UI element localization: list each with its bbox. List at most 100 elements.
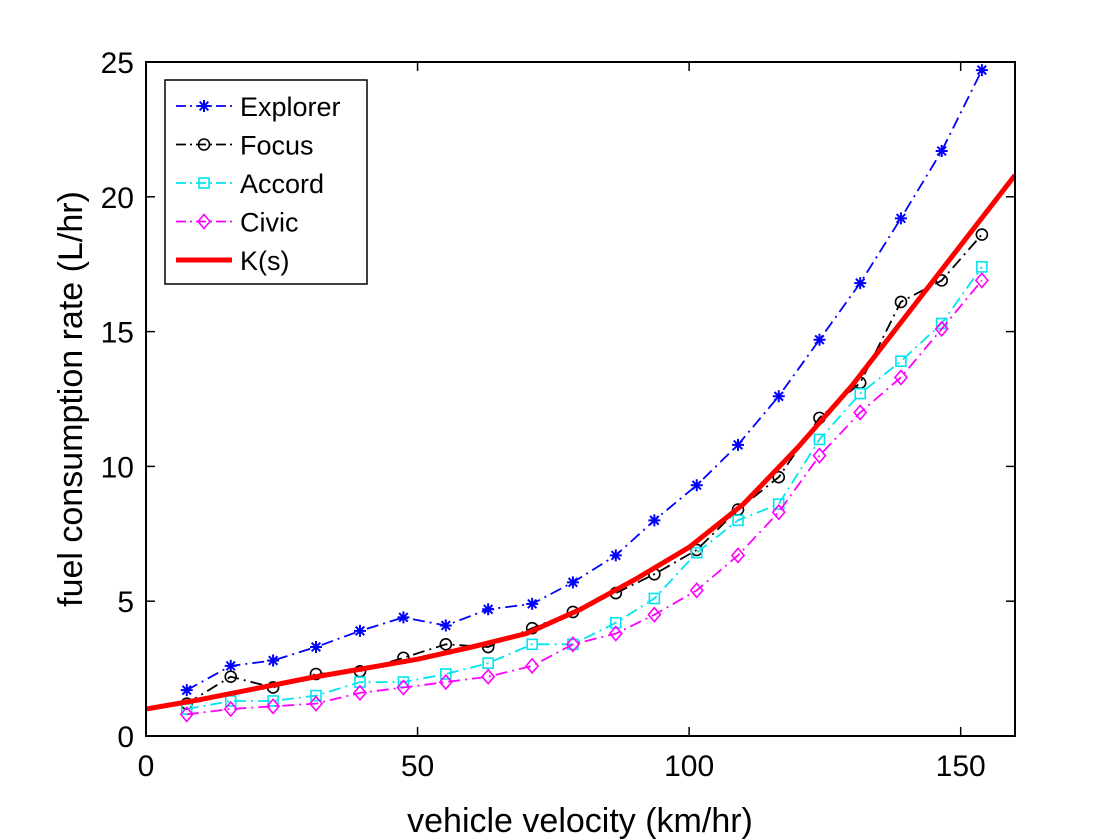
data-point [854, 277, 867, 290]
data-point [224, 670, 238, 683]
legend-item-civic: Civic [176, 208, 299, 238]
data-point [772, 470, 786, 484]
data-point [934, 320, 949, 338]
data-point [223, 700, 238, 718]
y-tick-label: 0 [117, 721, 134, 754]
legend-marker-shape [198, 100, 210, 112]
data-point-shape [648, 514, 661, 527]
data-point [690, 546, 703, 559]
legend-item-focus: Focus [176, 131, 314, 161]
y-tick-label: 10 [101, 451, 134, 484]
data-point [396, 679, 411, 696]
series-civic [179, 272, 989, 723]
data-point-shape [224, 659, 237, 672]
data-point [267, 654, 280, 667]
data-point [397, 611, 410, 624]
data-point [180, 684, 193, 697]
y-axis-title: fuel consumption rate (L/hr) [52, 191, 90, 607]
data-point [732, 438, 745, 451]
data-point [894, 212, 907, 225]
data-point [526, 638, 538, 651]
data-point [893, 369, 908, 386]
data-point [440, 668, 452, 680]
data-point [525, 657, 540, 675]
data-point [813, 433, 826, 446]
data-point [566, 576, 579, 589]
data-point [853, 404, 868, 421]
legend-label: Civic [240, 208, 299, 238]
data-point-shape [854, 277, 867, 290]
series-line [186, 279, 983, 716]
legend-item-accord: Accord [176, 169, 324, 199]
data-point [482, 657, 494, 670]
data-point [266, 698, 281, 715]
data-point [813, 333, 826, 346]
x-tick-label: 100 [664, 750, 714, 783]
data-point [648, 514, 661, 527]
data-point-shape [439, 619, 452, 632]
data-point [267, 695, 279, 707]
data-point [771, 504, 786, 521]
data-point [894, 295, 908, 309]
y-tick-label: 25 [101, 47, 134, 80]
data-point [974, 272, 989, 289]
data-point [439, 619, 452, 632]
legend-marker [197, 138, 211, 151]
data-point [481, 668, 496, 685]
x-tick-label: 150 [936, 750, 986, 783]
legend: Explorer Focus Accord Civic K(s) [164, 79, 368, 285]
x-axis-title: vehicle velocity (km/hr) [407, 802, 753, 840]
data-point-shape [397, 611, 410, 624]
data-point [310, 689, 322, 702]
y-tick-label: 5 [117, 586, 134, 619]
data-point [309, 641, 322, 654]
data-point-shape [690, 479, 703, 492]
legend-marker [198, 100, 210, 112]
plot-frame [145, 61, 1016, 737]
data-point-shape [267, 654, 280, 667]
x-tick-label: 50 [401, 750, 434, 783]
data-point-shape [526, 597, 539, 610]
data-point-shape [813, 333, 826, 346]
data-point [308, 695, 324, 712]
data-point [730, 547, 746, 564]
data-point [352, 684, 368, 702]
data-point [439, 638, 453, 651]
data-point [648, 592, 661, 605]
legend-item-k-s-: K(s) [176, 246, 290, 276]
legend-label: K(s) [240, 246, 290, 276]
data-point [895, 355, 907, 368]
data-point [854, 387, 867, 400]
legend-marker [196, 213, 212, 230]
data-point [812, 447, 827, 464]
data-point-shape [482, 603, 495, 616]
data-point [935, 144, 948, 157]
series-line [186, 69, 983, 691]
data-point-shape [180, 684, 193, 697]
data-point-shape [609, 549, 622, 562]
data-point [526, 597, 539, 610]
data-point [609, 549, 622, 562]
data-point-shape [975, 64, 988, 77]
data-point [353, 624, 366, 637]
data-point [438, 673, 453, 691]
series-line [186, 266, 983, 710]
series-k-s- [146, 173, 1015, 712]
series-layer [146, 64, 1015, 723]
series-line [146, 173, 1015, 712]
data-point-shape [935, 144, 948, 157]
legend-label: Focus [240, 131, 314, 161]
legend-label: Accord [240, 169, 324, 199]
legend-items: Explorer Focus Accord Civic K(s) [176, 92, 341, 276]
data-point-shape [566, 576, 579, 589]
legend-marker [198, 177, 210, 189]
data-point [732, 514, 744, 527]
data-point [224, 659, 237, 672]
data-point [976, 261, 988, 273]
data-point [565, 636, 580, 653]
data-point [975, 64, 988, 77]
x-tick-label: 0 [138, 750, 155, 783]
y-tick-label: 20 [101, 182, 134, 215]
data-point [647, 606, 662, 623]
